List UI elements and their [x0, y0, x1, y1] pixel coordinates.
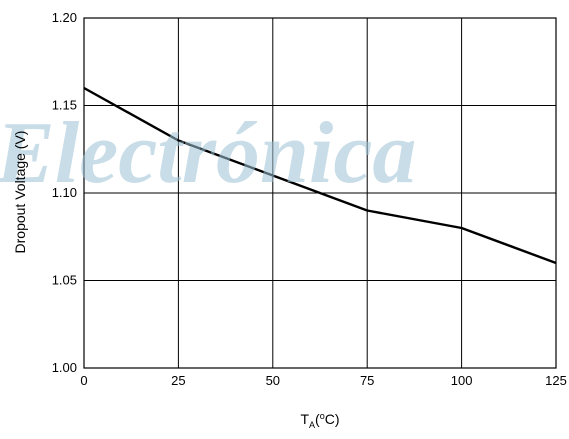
x-axis-label-open: (: [315, 411, 320, 427]
x-axis-label-subscript: A: [309, 420, 315, 430]
y-tick-label: 1.15: [52, 98, 77, 113]
x-tick-label: 100: [451, 373, 473, 388]
x-axis-label-close: C): [325, 411, 340, 427]
y-tick-label: 1.20: [52, 10, 77, 25]
x-tick-label: 75: [360, 373, 374, 388]
x-axis-label-superscript: o: [320, 411, 325, 421]
y-tick-label: 1.05: [52, 273, 77, 288]
plot-frame: [83, 17, 557, 369]
x-tick-label: 125: [545, 373, 567, 388]
x-axis-label: TA(oC): [300, 411, 339, 430]
x-tick-label: 0: [80, 373, 87, 388]
x-tick-label: 25: [171, 373, 185, 388]
y-axis-label: Dropout Voltage (V): [12, 131, 28, 254]
x-tick-labels: 0 25 50 75 100 125: [80, 373, 566, 388]
watermark: Electrónica: [0, 105, 416, 202]
y-tick-label: 1.00: [52, 360, 77, 375]
series-line: [83, 86, 557, 265]
x-axis-label-base: T: [300, 411, 309, 427]
y-tick-labels: 1.00 1.05 1.10 1.15 1.20: [52, 10, 77, 375]
series-layer: [83, 86, 557, 265]
x-tick-label: 50: [266, 373, 280, 388]
y-tick-label: 1.10: [52, 185, 77, 200]
